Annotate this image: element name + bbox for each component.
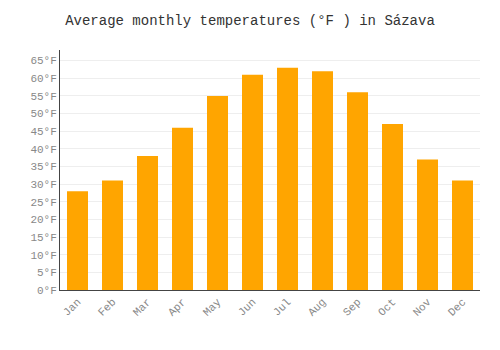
svg-text:35°F: 35°F (30, 161, 56, 173)
svg-text:15°F: 15°F (30, 232, 56, 244)
svg-text:10°F: 10°F (30, 250, 56, 262)
svg-text:5°F: 5°F (37, 267, 57, 279)
svg-text:Jun: Jun (236, 296, 258, 318)
svg-text:40°F: 40°F (30, 144, 56, 156)
svg-text:Dec: Dec (446, 296, 468, 318)
svg-text:55°F: 55°F (30, 91, 56, 103)
svg-text:Mar: Mar (131, 296, 153, 318)
svg-text:20°F: 20°F (30, 214, 56, 226)
svg-text:Jan: Jan (61, 296, 83, 318)
svg-text:Apr: Apr (166, 296, 188, 318)
svg-text:25°F: 25°F (30, 197, 56, 209)
svg-text:Jul: Jul (271, 296, 293, 318)
svg-text:Feb: Feb (96, 296, 118, 318)
svg-text:60°F: 60°F (30, 73, 56, 85)
svg-text:45°F: 45°F (30, 126, 56, 138)
svg-text:Aug: Aug (306, 296, 328, 318)
svg-text:Average monthly temperatures (: Average monthly temperatures (°F ) in Sá… (65, 13, 435, 29)
svg-text:May: May (201, 296, 224, 319)
svg-text:30°F: 30°F (30, 179, 56, 191)
svg-text:0°F: 0°F (37, 285, 57, 297)
svg-text:Nov: Nov (411, 296, 434, 319)
svg-text:50°F: 50°F (30, 108, 56, 120)
svg-text:65°F: 65°F (30, 55, 56, 67)
svg-text:Sep: Sep (341, 296, 363, 318)
svg-text:Oct: Oct (376, 296, 398, 318)
